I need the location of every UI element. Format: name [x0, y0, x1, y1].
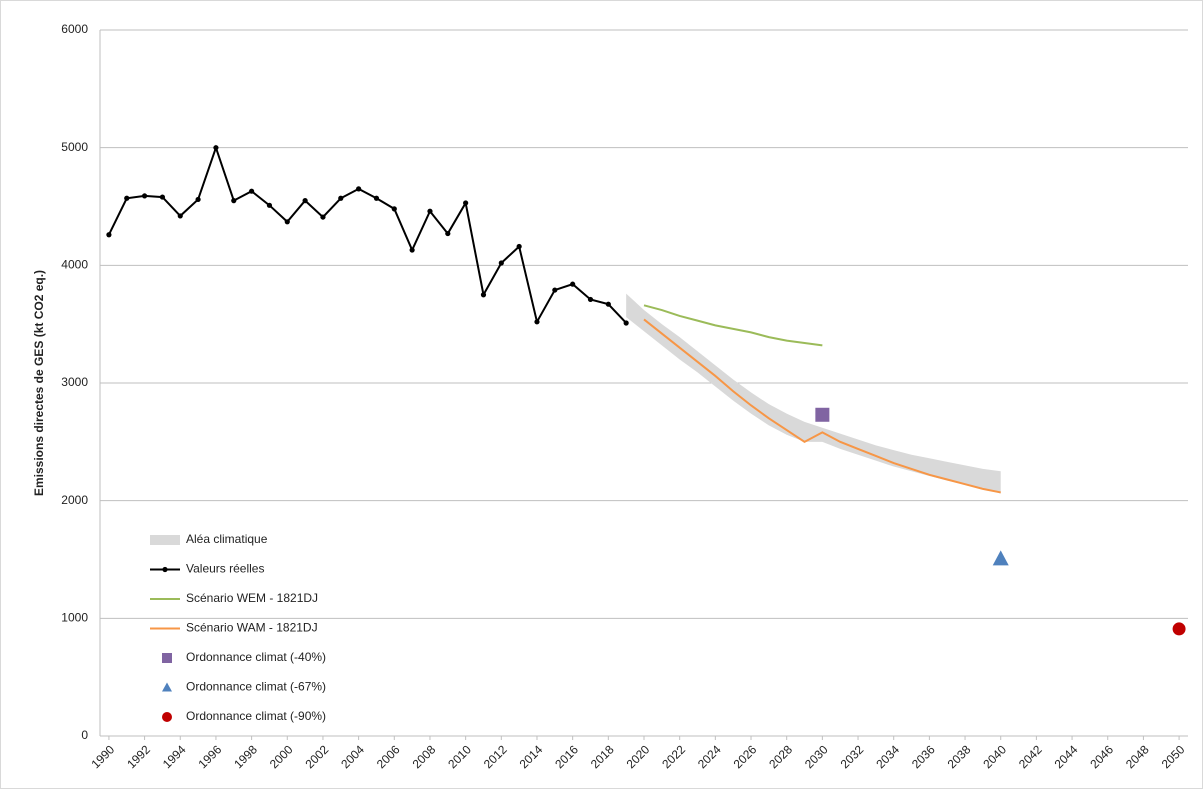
line-dot: [605, 301, 611, 307]
line-dot: [570, 281, 576, 287]
legend-label: Ordonnance climat (-67%): [186, 680, 326, 694]
legend-label: Ordonnance climat (-40%): [186, 650, 326, 664]
y-tick-label: 0: [81, 728, 88, 742]
marker-circle: [1172, 622, 1186, 636]
line-dot: [177, 213, 183, 219]
y-tick-label: 2000: [61, 493, 88, 507]
line-dot: [409, 247, 415, 253]
line-dot: [623, 320, 629, 326]
y-tick-label: 4000: [61, 258, 88, 272]
line-dot: [463, 200, 469, 206]
line-dot: [195, 196, 201, 203]
legend-swatch: [162, 653, 172, 663]
line-dot: [480, 292, 487, 298]
line-series: [108, 144, 627, 325]
legend-dot: [162, 566, 168, 573]
line-dot: [141, 193, 148, 199]
legend-swatch: [162, 682, 172, 692]
line-dot: [445, 230, 451, 237]
line-dot: [534, 319, 540, 325]
line-dot: [106, 232, 112, 238]
line-dot: [320, 214, 326, 220]
y-tick-label: 1000: [61, 611, 88, 625]
line-dot: [552, 287, 558, 293]
line-dot: [391, 206, 397, 212]
line-series: [643, 318, 1001, 494]
y-tick-label: 3000: [61, 375, 88, 389]
marker-triangle: [992, 550, 1009, 566]
band-area: [626, 293, 1001, 494]
line-dot: [231, 198, 237, 204]
line-dot: [159, 194, 166, 200]
line-dot: [356, 186, 362, 192]
legend-swatch: [150, 535, 180, 545]
line-dot: [124, 195, 130, 201]
marker-square: [815, 407, 830, 422]
y-axis-label: Emissions directes de GES (kt CO2 eq.): [32, 270, 46, 496]
legend-label: Ordonnance climat (-90%): [186, 709, 326, 723]
line-dot: [249, 188, 255, 194]
line-dot: [338, 195, 344, 201]
line-dot: [284, 219, 290, 225]
line-dot: [266, 202, 273, 208]
legend-label: Scénario WEM - 1821DJ: [186, 591, 318, 605]
line-dot: [427, 208, 433, 214]
line-dot: [516, 243, 522, 250]
legend-swatch: [162, 712, 172, 722]
legend-label: Scénario WAM - 1821DJ: [186, 621, 318, 635]
line-dot: [373, 195, 380, 201]
legend-label: Valeurs réelles: [186, 562, 264, 576]
legend-label: Aléa climatique: [186, 532, 268, 546]
line-dot: [302, 198, 308, 204]
line-dot: [498, 260, 504, 266]
y-tick-label: 6000: [61, 22, 88, 36]
line-dot: [213, 145, 219, 151]
line-dot: [587, 296, 594, 303]
y-tick-label: 5000: [61, 140, 88, 154]
line-series: [643, 304, 823, 347]
